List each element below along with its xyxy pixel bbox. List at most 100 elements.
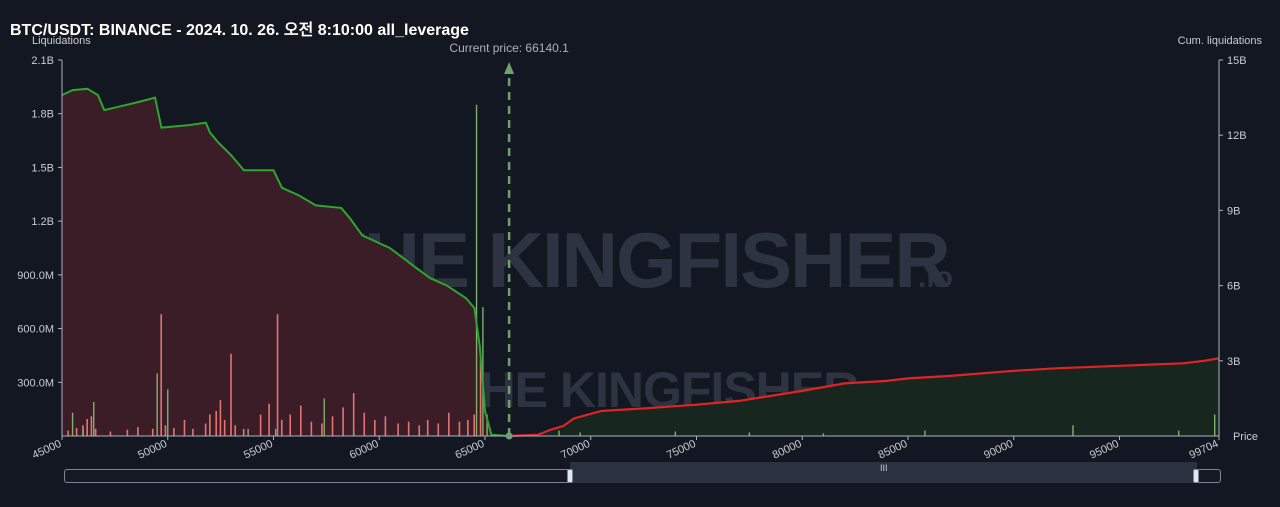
short-liquidation-bar bbox=[558, 430, 560, 436]
short-liquidation-bar bbox=[274, 428, 277, 436]
long-liquidation-bar bbox=[86, 418, 88, 436]
short-liquidation-bar bbox=[579, 432, 581, 436]
long-liquidation-bar bbox=[268, 403, 270, 436]
long-liquidation-bar bbox=[75, 427, 78, 436]
short-liquidation-bar bbox=[247, 428, 249, 436]
range-slider-window[interactable] bbox=[570, 462, 1197, 483]
long-liquidation-bar bbox=[204, 423, 207, 436]
current-price-arrow-icon bbox=[504, 62, 515, 74]
short-liquidation-bar bbox=[323, 398, 325, 436]
long-liquidation-bar bbox=[209, 414, 211, 436]
long-liquidation-bar bbox=[242, 428, 245, 436]
long-liquidation-bar bbox=[384, 416, 387, 436]
long-liquidation-bar bbox=[137, 427, 139, 436]
left-tick-label: 300.0M bbox=[17, 377, 54, 389]
short-liquidation-bar bbox=[1072, 425, 1074, 436]
long-liquidation-bar bbox=[219, 400, 222, 436]
short-liquidation-bar bbox=[674, 431, 677, 436]
long-cum-fill bbox=[62, 88, 510, 437]
long-liquidation-bar bbox=[164, 425, 167, 436]
left-axis-title: Liquidations bbox=[32, 35, 91, 47]
long-liquidation-bar bbox=[173, 427, 175, 436]
long-liquidation-bar bbox=[160, 314, 163, 436]
long-liquidation-bar bbox=[331, 416, 334, 436]
long-liquidation-bar bbox=[363, 412, 366, 436]
long-liquidation-bar bbox=[458, 421, 461, 436]
short-liquidation-bar bbox=[93, 401, 95, 436]
long-liquidation-bar bbox=[215, 410, 217, 436]
long-liquidation-bar bbox=[397, 423, 399, 436]
x-tick-label: 50000 bbox=[136, 438, 169, 462]
long-liquidation-bar bbox=[192, 428, 194, 436]
right-axis-title: Cum. liquidations bbox=[1178, 35, 1263, 47]
right-tick-label: 12B bbox=[1227, 130, 1247, 142]
overlay-group: Current price: 66140.1 bbox=[449, 41, 569, 440]
range-slider-right-handle[interactable] bbox=[1193, 469, 1199, 483]
short-cum-line bbox=[509, 357, 1220, 438]
short-liquidation-bar bbox=[353, 430, 355, 436]
long-liquidation-bar bbox=[448, 412, 450, 436]
long-liquidation-bar bbox=[374, 419, 376, 436]
watermark-large-suffix: .io bbox=[918, 261, 953, 294]
x-tick-label: 80000 bbox=[771, 438, 804, 462]
left-tick-label: 600.0M bbox=[17, 324, 54, 336]
right-tick-label: 9B bbox=[1227, 205, 1240, 217]
long-liquidation-bar bbox=[352, 393, 355, 436]
short-liquidation-bar bbox=[167, 389, 169, 436]
long-liquidation-bar bbox=[67, 430, 69, 436]
long-liquidation-bar bbox=[280, 419, 283, 436]
long-liquidation-bar bbox=[426, 419, 429, 436]
long-cum-line bbox=[61, 87, 510, 437]
left-tick-label: 900.0M bbox=[17, 270, 54, 282]
long-liquidation-bar bbox=[276, 314, 279, 436]
current-price-dot bbox=[505, 432, 513, 440]
long-liquidation-bar bbox=[90, 416, 93, 436]
right-tick-label: 3B bbox=[1227, 356, 1240, 368]
left-tick-label: 1.8B bbox=[31, 109, 54, 121]
long-liquidation-bar bbox=[321, 423, 323, 436]
long-liquidation-bar bbox=[437, 423, 440, 436]
x-tick-label: 99704 bbox=[1187, 438, 1220, 462]
long-liquidation-bar bbox=[223, 419, 226, 436]
short-liquidation-bar bbox=[1178, 430, 1180, 436]
long-liquidation-bar bbox=[151, 428, 154, 436]
short-liquidation-bar bbox=[748, 432, 751, 436]
long-liquidation-bar bbox=[230, 353, 232, 436]
long-liquidation-bar bbox=[183, 419, 186, 436]
x-tick-label: 60000 bbox=[348, 438, 381, 462]
x-tick-label: 90000 bbox=[982, 438, 1015, 462]
long-liquidation-bar bbox=[289, 414, 292, 436]
x-tick-label: 45000 bbox=[30, 438, 63, 462]
short-liquidation-bar bbox=[1213, 414, 1216, 436]
short-liquidation-bar bbox=[82, 428, 84, 436]
long-liquidation-bar bbox=[234, 425, 237, 436]
long-liquidation-bar bbox=[259, 414, 262, 436]
x-tick-label: 55000 bbox=[242, 438, 275, 462]
area-fills bbox=[62, 88, 1220, 437]
x-axis-title: Price bbox=[1233, 431, 1258, 443]
right-tick-label: 6B bbox=[1227, 281, 1240, 293]
x-tick-label: 65000 bbox=[453, 438, 486, 462]
long-liquidation-bar bbox=[310, 421, 313, 436]
bars-group bbox=[67, 104, 1216, 436]
short-liquidation-bar bbox=[475, 104, 478, 436]
short-liquidation-bar bbox=[486, 414, 488, 436]
long-liquidation-bar bbox=[342, 407, 344, 436]
long-liquidation-bar bbox=[418, 425, 421, 436]
long-liquidation-bar bbox=[109, 431, 112, 436]
range-slider-grip[interactable]: III bbox=[880, 463, 888, 473]
range-slider-left-handle[interactable] bbox=[567, 469, 573, 483]
long-liquidation-bar bbox=[126, 429, 129, 436]
short-liquidation-bar bbox=[482, 307, 484, 436]
x-tick-label: 95000 bbox=[1088, 438, 1121, 462]
current-price-label: Current price: 66140.1 bbox=[449, 41, 569, 55]
right-tick-label: 15B bbox=[1227, 55, 1247, 67]
long-liquidation-bar bbox=[407, 421, 410, 436]
long-liquidation-bar bbox=[479, 360, 482, 436]
x-tick-label: 75000 bbox=[665, 438, 698, 462]
left-tick-label: 1.5B bbox=[31, 162, 54, 174]
x-tick-label: 70000 bbox=[559, 438, 592, 462]
long-liquidation-bar bbox=[473, 414, 476, 436]
short-liquidation-bar bbox=[156, 373, 158, 436]
